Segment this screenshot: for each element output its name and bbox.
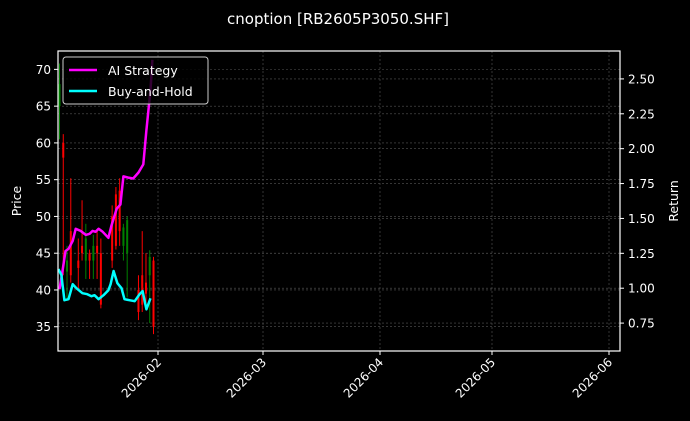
date-axis: 2026-02 2026-03 2026-04 2026-05 2026-06: [119, 351, 615, 401]
candle-body: [137, 289, 140, 313]
y2-tick-label: 1.25: [628, 247, 655, 261]
candle-body: [96, 245, 99, 254]
y2-axis-label: Return: [666, 180, 681, 221]
candle-body: [152, 260, 155, 327]
legend-ai-label: AI Strategy: [108, 63, 178, 78]
x-tick-label: 2026-02: [119, 355, 164, 400]
candle-body: [62, 142, 65, 158]
y2-tick-label: 1.00: [628, 282, 655, 296]
return-axis: 0.75 1.00 1.25 1.50 1.75 2.00 2.25 2.50: [620, 72, 655, 331]
candle-body: [77, 260, 80, 268]
y-tick-label: 55: [36, 173, 51, 187]
plot-frame: [57, 50, 621, 352]
candle-body: [118, 190, 121, 232]
candle-body: [66, 260, 69, 272]
candle-body: [111, 216, 114, 261]
y2-tick-label: 1.75: [628, 177, 655, 191]
x-tick-label: 2026-03: [224, 355, 269, 400]
y-tick-label: 70: [36, 63, 51, 77]
y2-tick-label: 1.50: [628, 212, 655, 226]
x-tick-label: 2026-05: [453, 355, 498, 400]
y-tick-label: 45: [36, 247, 51, 261]
candle-body: [148, 256, 151, 276]
candle-body: [144, 282, 147, 294]
candle-body: [58, 84, 61, 107]
y-tick-label: 40: [36, 283, 51, 297]
candle-body: [92, 245, 95, 261]
price-axis: 35 40 45 50 55 60 65 70: [36, 63, 58, 334]
legend: AI Strategy Buy-and-Hold: [62, 56, 209, 105]
chart-title: cnoption [RB2605P3050.SHF]: [227, 10, 449, 28]
y2-tick-label: 2.00: [628, 142, 655, 156]
candle-body: [81, 245, 84, 254]
x-tick-label: 2026-06: [570, 355, 615, 400]
legend-bh-label: Buy-and-Hold: [108, 84, 193, 99]
y2-tick-label: 2.50: [628, 72, 655, 86]
buy-and-hold-line: [57, 268, 152, 311]
return-lines: [57, 59, 154, 311]
y-tick-label: 50: [36, 210, 51, 224]
y-tick-label: 35: [36, 320, 51, 334]
y-axis-label: Price: [9, 185, 24, 216]
candle-body: [126, 220, 129, 254]
candle-body: [122, 227, 125, 246]
ai-strategy-line: [58, 59, 154, 290]
y-tick-label: 65: [36, 100, 51, 114]
grid-lines: [58, 51, 620, 351]
y2-tick-label: 2.25: [628, 107, 655, 121]
candle-body: [88, 253, 91, 261]
candle-body: [114, 194, 117, 246]
candle-body: [84, 238, 87, 261]
y2-tick-label: 0.75: [628, 317, 655, 331]
y-tick-label: 60: [36, 136, 51, 150]
candle-body: [69, 231, 72, 276]
candle-body: [99, 253, 102, 305]
x-tick-label: 2026-04: [341, 355, 386, 400]
